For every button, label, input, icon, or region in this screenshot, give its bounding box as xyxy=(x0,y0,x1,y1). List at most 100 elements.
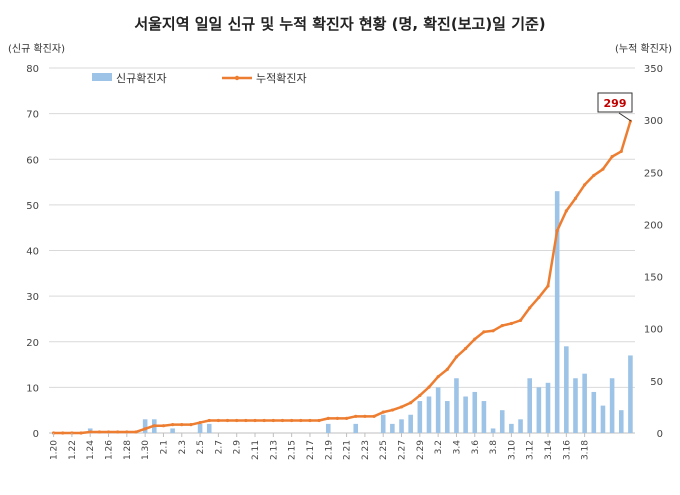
gridlines xyxy=(49,67,635,434)
x-axis-ticks: 1.20 1.22 1.24 1.26 1.28 1.30 2.1 2.3 2.5 2.7 2.9 2… xyxy=(50,433,591,460)
legend: 신규확진자 누적확진자 xyxy=(92,72,307,85)
line-point xyxy=(189,423,193,427)
line-point xyxy=(454,355,459,359)
right-tick-label: 200 xyxy=(644,220,663,231)
x-tick-label: 3.12 xyxy=(526,440,536,460)
line-point xyxy=(436,375,440,379)
x-tick-label: 2.25 xyxy=(379,440,389,460)
line-point xyxy=(601,167,605,171)
line-point xyxy=(573,196,578,200)
bar xyxy=(399,419,404,433)
x-tick-label: 2.1 xyxy=(159,440,169,454)
line-point xyxy=(500,323,504,328)
line-point xyxy=(180,423,184,427)
bar xyxy=(573,378,578,433)
line-point xyxy=(491,329,495,333)
callout-box xyxy=(597,92,633,113)
line-point xyxy=(271,418,275,423)
right-tick-label: 300 xyxy=(644,116,663,127)
bar xyxy=(380,414,386,433)
legend-swatch-bar xyxy=(92,73,112,81)
chart-title: 서울지역 일일 신규 및 누적 확진자 현황 (명, 확진(보고)일 기준) xyxy=(134,15,545,33)
left-tick-label: 40 xyxy=(26,247,39,258)
line-point xyxy=(61,431,65,435)
line-point xyxy=(317,418,321,423)
bar xyxy=(527,378,532,433)
line-point xyxy=(555,229,559,233)
line-point xyxy=(619,149,623,154)
x-tick-label: 2.29 xyxy=(416,440,426,460)
bar xyxy=(554,191,560,433)
line-point xyxy=(280,418,285,423)
left-tick-label: 30 xyxy=(26,292,39,303)
line-point xyxy=(418,393,422,398)
x-tick-label: 2.27 xyxy=(398,440,408,460)
line-point xyxy=(344,416,349,420)
line-point xyxy=(564,209,568,213)
x-tick-label: 2.13 xyxy=(269,440,279,460)
line-point xyxy=(308,418,312,423)
bar xyxy=(564,346,569,433)
line-point xyxy=(88,430,92,434)
line-point xyxy=(235,418,239,423)
line-point xyxy=(143,427,147,431)
bar xyxy=(509,423,514,433)
right-axis-ticks: 0 50 100 150 200 250 300 350 xyxy=(644,64,663,440)
left-axis-unit: (신규 확진자) xyxy=(8,43,65,55)
line-point xyxy=(528,306,532,310)
legend-label-bar: 신규확진자 xyxy=(116,72,167,85)
bar xyxy=(545,382,551,433)
right-tick-label: 100 xyxy=(644,325,663,336)
x-tick-label: 2.17 xyxy=(306,440,316,460)
x-tick-label: 1.20 xyxy=(50,440,60,460)
x-tick-label: 3.16 xyxy=(562,440,572,460)
left-tick-label: 50 xyxy=(26,201,39,212)
line-point xyxy=(546,284,550,288)
line-point xyxy=(592,173,596,178)
line-point xyxy=(445,367,449,371)
line-point xyxy=(381,410,385,414)
line-point xyxy=(363,414,367,418)
bar xyxy=(435,387,441,433)
bar xyxy=(582,373,587,433)
line-point xyxy=(198,420,202,425)
bar xyxy=(472,391,478,433)
legend-label-line: 누적확진자 xyxy=(256,72,307,85)
line-point xyxy=(427,385,431,389)
x-tick-label: 2.5 xyxy=(196,440,206,454)
line-point xyxy=(106,430,111,434)
bar xyxy=(390,423,395,433)
line-point xyxy=(473,337,477,341)
x-tick-label: 2.9 xyxy=(233,440,243,455)
x-tick-label: 3.10 xyxy=(507,440,517,460)
right-tick-label: 350 xyxy=(644,64,663,75)
callout-leader xyxy=(618,112,632,122)
bar-series xyxy=(87,191,633,433)
x-tick-label: 2.15 xyxy=(288,440,298,460)
last-value-callout: 299 xyxy=(597,92,633,122)
legend-swatch-marker xyxy=(234,75,240,81)
left-tick-label: 80 xyxy=(26,64,39,75)
line-point xyxy=(225,418,230,423)
line-point xyxy=(354,414,358,418)
line-point xyxy=(79,431,83,435)
bar xyxy=(325,423,331,433)
x-tick-label: 1.30 xyxy=(141,440,151,460)
x-tick-label: 2.19 xyxy=(324,440,334,460)
line-point xyxy=(262,418,266,423)
x-tick-label: 3.18 xyxy=(581,440,591,460)
callout-label: 299 xyxy=(604,97,627,110)
bar xyxy=(463,396,468,433)
line-point xyxy=(399,405,404,409)
bar xyxy=(426,396,432,433)
bar xyxy=(628,355,633,433)
left-tick-label: 60 xyxy=(26,155,39,166)
x-tick-label: 1.28 xyxy=(123,440,133,460)
line-point xyxy=(372,414,376,418)
x-tick-label: 3.6 xyxy=(471,440,481,455)
line-point xyxy=(537,295,541,300)
line-point xyxy=(253,418,257,423)
line-point xyxy=(97,430,101,434)
line-point xyxy=(207,418,211,423)
bar xyxy=(445,401,450,433)
